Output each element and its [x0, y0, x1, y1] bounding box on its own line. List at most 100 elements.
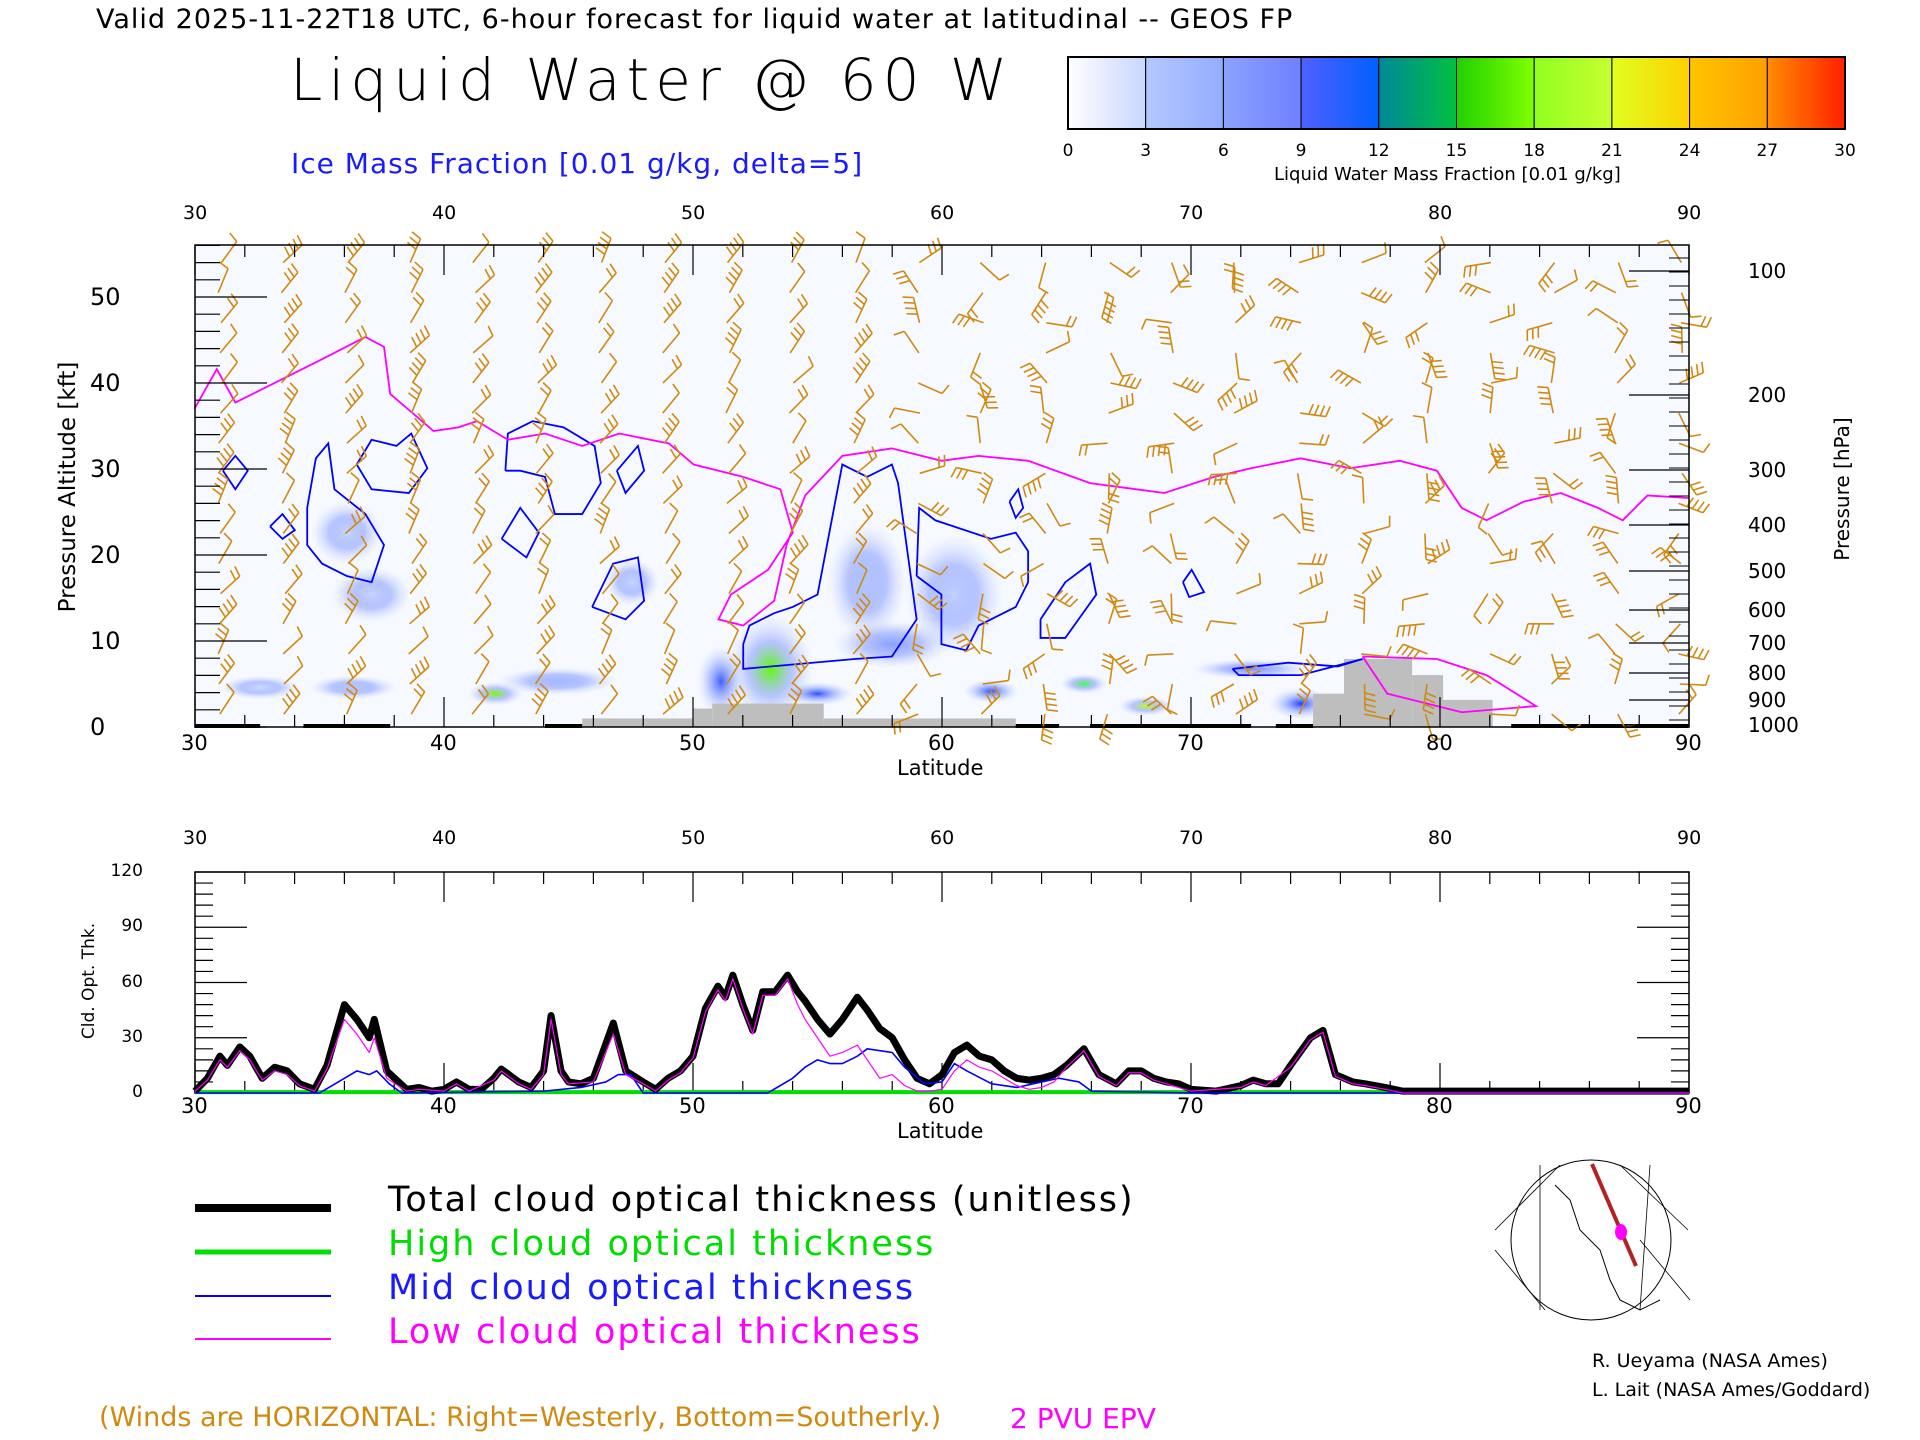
- wind-barb-feather: [785, 572, 795, 581]
- wind-barb-feather: [1045, 697, 1057, 701]
- wind-barb-feather: [411, 361, 421, 372]
- wind-barb: [727, 351, 742, 384]
- wind-barb-feather: [1191, 381, 1200, 391]
- wind-barb-staff: [1551, 593, 1564, 618]
- wind-barb-staff: [1656, 593, 1680, 608]
- wind-barb-staff: [1489, 313, 1515, 324]
- wind-barb: [407, 381, 423, 414]
- wind-barb-feather: [601, 663, 610, 674]
- wind-barb-staff: [474, 454, 495, 474]
- wind-barb-feather: [281, 547, 290, 558]
- wind-barb-feather: [541, 477, 550, 487]
- wind-barb-staff: [472, 418, 485, 444]
- wind-barb-feather: [477, 688, 486, 699]
- wind-barb-feather: [979, 482, 989, 491]
- bottom-lat-label: 70: [1177, 731, 1204, 755]
- wind-barb-feather: [1037, 304, 1046, 314]
- wind-barb-feather: [853, 301, 863, 311]
- wind-barb-feather: [1302, 522, 1315, 527]
- wind-barb-staff: [788, 394, 809, 414]
- wind-barb-staff: [982, 532, 1001, 554]
- wind-barb: [1616, 354, 1637, 384]
- wind-barb-feather: [1493, 448, 1502, 458]
- wind-barb: [1361, 645, 1392, 658]
- legend-lines: [195, 1204, 331, 1340]
- wind-barb-staff: [856, 455, 878, 474]
- wind-barb: [1678, 442, 1711, 454]
- wind-barb: [470, 411, 485, 444]
- colorbar-segment: [1533, 56, 1613, 130]
- wind-barb-staff: [1398, 623, 1425, 628]
- wind-barb-feather: [1108, 492, 1120, 498]
- wind-barb-feather: [535, 487, 544, 497]
- wind-barb-feather: [940, 507, 950, 517]
- lower-bottom-lat-label: 50: [679, 1094, 706, 1118]
- wind-barb-staff: [1592, 280, 1617, 294]
- wind-barb-feather: [741, 476, 748, 488]
- wind-barb-feather: [1020, 576, 1025, 588]
- wind-barb-feather: [1188, 420, 1199, 428]
- wind-barb: [281, 323, 299, 354]
- wind-barb-staff: [218, 540, 233, 564]
- wind-barb: [952, 633, 981, 655]
- wind-barb-staff: [410, 691, 426, 715]
- wind-barb-staff: [347, 634, 367, 655]
- wind-barb-feather: [1384, 242, 1387, 254]
- wind-barb-feather: [1069, 598, 1079, 608]
- wind-barb-feather: [357, 354, 365, 366]
- wind-barb-feather: [478, 357, 486, 368]
- wind-barb: [406, 231, 422, 263]
- wind-barb-feather: [1598, 529, 1606, 540]
- wind-barb-staff: [1616, 363, 1636, 384]
- wind-barb-feather: [1616, 326, 1626, 336]
- wind-barb-feather: [1567, 429, 1571, 441]
- wind-barb-staff: [962, 633, 981, 655]
- wind-barb: [535, 504, 555, 535]
- wind-barb-feather: [1579, 426, 1582, 439]
- wind-barb-feather: [537, 271, 546, 282]
- colorbar-segment: [1766, 56, 1846, 130]
- wind-barb-feather: [283, 392, 293, 402]
- top-lat-label: 60: [930, 202, 955, 224]
- wind-barb-feather: [1248, 392, 1253, 404]
- wind-barb-feather: [597, 667, 606, 678]
- wind-barb-feather: [981, 648, 992, 655]
- wind-barb-feather: [415, 537, 425, 548]
- wind-barb-feather: [532, 422, 543, 431]
- wind-barb: [472, 325, 494, 354]
- bottom-lat-label: 80: [1426, 731, 1453, 755]
- wind-barb-staff: [1487, 601, 1504, 625]
- ice-contour: [1039, 562, 1098, 639]
- wind-barb-feather: [977, 487, 987, 496]
- wind-barb-feather: [1423, 703, 1435, 710]
- wind-barb-feather: [1215, 693, 1220, 705]
- wind-barb-feather: [1112, 599, 1124, 603]
- wind-barb: [474, 264, 496, 294]
- wind-barb-feather: [1481, 393, 1492, 400]
- wind-barb: [852, 474, 872, 504]
- wind-barb-feather: [863, 474, 872, 485]
- terrain: [582, 718, 694, 728]
- wind-barb-staff: [344, 301, 362, 324]
- wind-barb-feather: [484, 268, 491, 280]
- wind-barb: [854, 262, 871, 294]
- wind-barb-feather: [419, 600, 426, 611]
- wind-barb-staff: [1490, 377, 1517, 384]
- wind-barb-staff: [598, 663, 617, 685]
- wind-barb: [1537, 386, 1554, 414]
- wind-barb-staff: [218, 603, 238, 625]
- wind-barb-feather: [1071, 316, 1078, 328]
- wind-barb-feather: [356, 383, 364, 394]
- surface-line: [1015, 724, 1060, 728]
- wind-barb-staff: [408, 635, 429, 655]
- wind-barb: [1679, 674, 1710, 686]
- wind-barb-staff: [1667, 239, 1683, 264]
- wind-barb-feather: [855, 231, 866, 239]
- wind-barb-feather: [419, 660, 426, 671]
- wind-barb-feather: [888, 407, 896, 419]
- wind-barb: [346, 415, 367, 444]
- wind-barb: [1046, 315, 1078, 328]
- wind-barb-feather: [1135, 378, 1142, 389]
- wind-barb-staff: [345, 689, 358, 715]
- wind-barb: [346, 445, 368, 474]
